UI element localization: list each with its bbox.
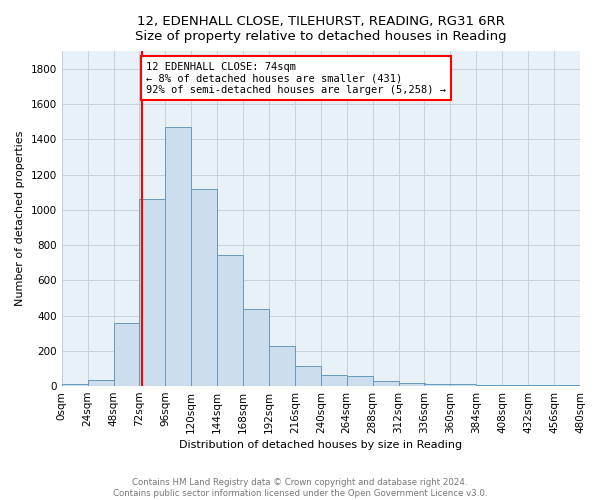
Bar	[191, 188, 217, 386]
Bar	[243, 310, 269, 386]
Bar	[476, 384, 502, 386]
Bar	[269, 346, 295, 386]
Bar	[166, 127, 191, 386]
Bar	[295, 366, 321, 386]
Bar	[321, 376, 347, 386]
Bar	[139, 199, 166, 386]
Bar	[347, 376, 373, 386]
Bar	[217, 254, 243, 386]
Text: Contains HM Land Registry data © Crown copyright and database right 2024.
Contai: Contains HM Land Registry data © Crown c…	[113, 478, 487, 498]
Text: 12 EDENHALL CLOSE: 74sqm
← 8% of detached houses are smaller (431)
92% of semi-d: 12 EDENHALL CLOSE: 74sqm ← 8% of detache…	[146, 62, 446, 95]
X-axis label: Distribution of detached houses by size in Reading: Distribution of detached houses by size …	[179, 440, 463, 450]
Bar	[528, 385, 554, 386]
Bar	[373, 381, 398, 386]
Bar	[424, 384, 451, 386]
Bar	[502, 385, 528, 386]
Bar	[398, 383, 425, 386]
Bar	[113, 324, 139, 386]
Bar	[62, 384, 88, 386]
Title: 12, EDENHALL CLOSE, TILEHURST, READING, RG31 6RR
Size of property relative to de: 12, EDENHALL CLOSE, TILEHURST, READING, …	[135, 15, 506, 43]
Bar	[451, 384, 476, 386]
Bar	[88, 380, 113, 386]
Y-axis label: Number of detached properties: Number of detached properties	[15, 131, 25, 306]
